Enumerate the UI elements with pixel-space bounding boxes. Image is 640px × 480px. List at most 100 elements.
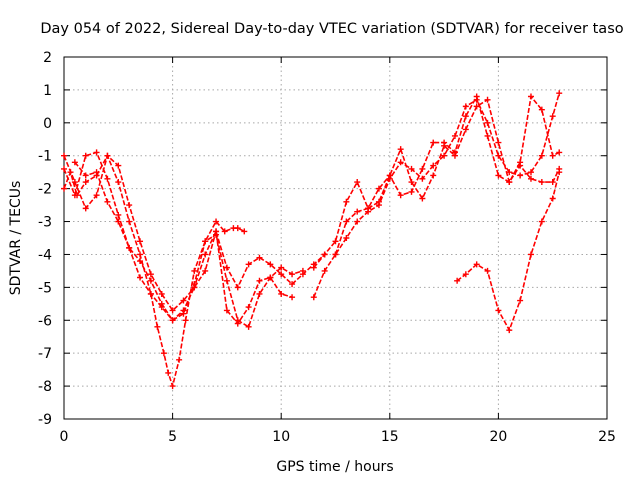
data-point [408,188,415,195]
data-point [137,251,144,258]
data-point [223,277,230,284]
data-point [223,307,230,314]
data-point [430,162,437,169]
data-point [397,146,404,153]
series-arc-4 [74,161,304,328]
data-point [115,179,122,186]
data-point [332,238,339,245]
data-point [278,290,285,297]
data-point [484,96,491,103]
data-point [549,179,556,186]
data-point [397,192,404,199]
data-point [430,139,437,146]
x-tick-label: 25 [598,429,616,445]
series-arc-3 [63,151,293,325]
y-tick-label: -1 [38,149,52,165]
y-tick-label: -2 [38,182,52,198]
data-point [549,195,556,202]
data-point [527,175,534,182]
data-point [484,119,491,126]
data-point [202,267,209,274]
data-point [538,106,545,113]
data-point [538,218,545,225]
data-point [310,294,317,301]
data-point [126,202,133,209]
data-point [538,152,545,159]
data-point [191,281,198,288]
data-point [484,132,491,139]
data-point [517,162,524,169]
data-point [354,208,361,215]
data-point [169,307,176,314]
data-point [278,264,285,271]
data-point [115,211,122,218]
data-point [213,231,220,238]
data-point [310,264,317,271]
data-point [234,225,241,232]
plot-frame [63,56,608,420]
data-point [419,165,426,172]
data-point [495,307,502,314]
data-point [527,251,534,258]
data-point [137,258,144,265]
y-tick-label: -7 [38,346,52,362]
y-tick-label: 0 [43,116,52,132]
data-point [256,290,263,297]
data-point [375,198,382,205]
data-point [137,274,144,281]
data-point [115,162,122,169]
data-point [556,169,563,176]
data-point [441,139,448,146]
data-point [182,317,189,324]
data-point [154,323,161,330]
data-point [430,172,437,179]
data-point [354,179,361,186]
data-point [517,172,524,179]
data-point [126,218,133,225]
data-point [451,132,458,139]
grid [64,57,607,419]
data-point [484,267,491,274]
data-point [517,297,524,304]
data-point [495,139,502,146]
y-tick-label: -4 [38,247,52,263]
data-point [245,323,252,330]
data-point [527,93,534,100]
data-point [213,218,220,225]
data-point [147,277,154,284]
data-point [241,228,248,235]
data-point [165,369,172,376]
data-point [462,113,469,120]
data-point [82,179,89,186]
data-point [126,244,133,251]
data-point [93,169,100,176]
data-point [71,192,78,199]
y-tick-label: -6 [38,313,52,329]
data-point [473,261,480,268]
x-tick-label: 10 [272,429,290,445]
chart-title: Day 054 of 2022, Sidereal Day-to-day VTE… [40,21,623,37]
data-point [61,152,67,159]
data-point [343,218,350,225]
data-point [82,152,89,159]
data-point [441,152,448,159]
y-tick-label: -8 [38,379,52,395]
data-point [71,179,78,186]
data-point [278,271,285,278]
data-point [176,356,183,363]
series-arc-6 [313,95,560,269]
data-point [506,327,513,334]
data-point [221,228,228,235]
y-axis-label: SDTVAR / TECUs [8,181,24,296]
data-point [245,304,252,311]
data-point [343,235,350,241]
data-point [473,93,480,100]
data-point [180,297,187,304]
series-arc-1 [63,154,245,387]
x-tick-label: 15 [381,429,399,445]
data-point [71,159,78,166]
data-point [343,198,350,205]
data-point [104,152,111,159]
data-point [419,195,426,202]
data-point [147,271,154,278]
